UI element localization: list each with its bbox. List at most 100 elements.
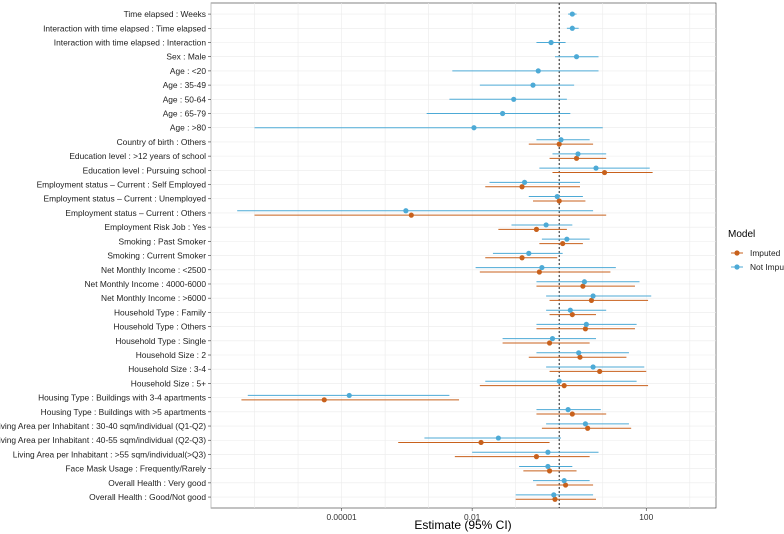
y-tick-label: Overall Health : Very good xyxy=(108,478,206,488)
estimate-point-not-imputed xyxy=(545,463,551,470)
estimate-point-not-imputed xyxy=(576,350,582,356)
estimate-point-imputed xyxy=(573,155,580,161)
y-tick-label: Household Type : Single xyxy=(115,336,206,346)
row-30 xyxy=(398,435,562,446)
y-tick-label: Net Monthly Income : <2500 xyxy=(101,265,206,275)
estimate-point-not-imputed xyxy=(569,11,575,17)
legend-label-imputed: Imputed xyxy=(750,248,781,258)
row-0 xyxy=(568,11,577,17)
estimate-point-imputed xyxy=(536,269,542,275)
x-tick-labels: 0.00001 0.01 100 xyxy=(326,508,654,522)
estimate-point-not-imputed xyxy=(582,421,589,427)
row-7 xyxy=(426,110,571,117)
y-tick-label: Employment status – Current : Unemployed xyxy=(44,194,207,204)
y-tick-label: Age : <20 xyxy=(170,66,206,76)
estimate-point-imputed xyxy=(577,354,583,360)
row-3 xyxy=(554,54,599,60)
y-tick-label: Living Area per Inhabitant : 40-55 sqm/i… xyxy=(0,435,206,445)
row-19 xyxy=(536,279,640,289)
y-tick-label: Education level : >12 years of school xyxy=(69,151,206,161)
estimate-point-not-imputed xyxy=(495,435,501,441)
estimate-point-imputed xyxy=(561,383,567,389)
estimate-point-not-imputed xyxy=(590,364,596,370)
row-16 xyxy=(539,236,590,247)
estimate-point-imputed xyxy=(546,468,553,474)
estimate-point-not-imputed xyxy=(569,25,575,31)
y-tick-label: Interaction with time elapsed : Time ela… xyxy=(43,23,206,33)
estimate-point-not-imputed xyxy=(471,125,477,131)
y-tick-label: Living Area per Inhabitant : 30-40 sqm/i… xyxy=(0,421,206,431)
y-tick-label: Smoking : Current Smoker xyxy=(107,251,206,261)
row-31 xyxy=(454,449,599,460)
estimate-point-not-imputed xyxy=(511,96,517,102)
estimate-point-not-imputed xyxy=(575,151,581,157)
estimate-point-not-imputed xyxy=(590,293,596,299)
estimate-point-imputed xyxy=(546,340,553,346)
legend-key-point-not-imputed xyxy=(734,264,740,270)
x-tick-label: 0.00001 xyxy=(326,512,357,522)
y-tick-label: Face Mask Usage : Frequently/Rarely xyxy=(65,464,206,474)
legend-key-point-imputed xyxy=(734,250,740,256)
estimate-point-not-imputed xyxy=(583,321,589,327)
y-tick-label: Time elapsed : Weeks xyxy=(124,9,206,19)
estimate-point-not-imputed xyxy=(581,279,588,285)
row-14 xyxy=(237,208,607,218)
estimate-point-not-imputed xyxy=(558,137,564,143)
y-tick-label: Education level : Pursuing school xyxy=(83,165,207,175)
row-34 xyxy=(515,492,596,502)
estimate-point-not-imputed xyxy=(539,264,545,271)
row-5 xyxy=(479,82,575,88)
y-tick-label: Interaction with time elapsed : Interact… xyxy=(54,37,207,47)
estimate-point-imputed xyxy=(556,198,562,204)
row-20 xyxy=(546,293,652,303)
estimate-point-imputed xyxy=(560,240,566,247)
estimate-point-imputed xyxy=(478,439,484,446)
row-24 xyxy=(528,350,629,360)
estimate-point-imputed xyxy=(588,297,595,303)
estimate-point-not-imputed xyxy=(561,478,567,484)
row-2 xyxy=(536,39,566,46)
estimate-point-not-imputed xyxy=(526,250,532,256)
row-4 xyxy=(452,68,599,74)
y-tick-label: Housing Type : Buildings with 3-4 apartm… xyxy=(38,393,206,403)
y-tick-label: Employment status – Current : Others xyxy=(65,208,206,218)
estimate-point-imputed xyxy=(519,184,525,190)
legend-label-not-imputed: Not Imputed xyxy=(750,262,784,272)
estimate-point-imputed xyxy=(569,311,575,318)
y-tick-label: Age : >80 xyxy=(170,123,206,133)
row-27 xyxy=(241,392,460,403)
row-22 xyxy=(536,321,637,332)
row-9 xyxy=(528,137,594,147)
y-tick-label: Household Size : 5+ xyxy=(131,378,206,388)
y-tick-label: Living Area per Inhabitant : >55 sqm/ind… xyxy=(13,449,206,459)
row-10 xyxy=(549,151,607,161)
estimate-point-not-imputed xyxy=(593,165,599,171)
estimate-point-not-imputed xyxy=(554,193,560,200)
estimate-point-not-imputed xyxy=(556,378,562,384)
legend-entry-imputed: Imputed xyxy=(731,248,781,258)
estimate-point-not-imputed xyxy=(565,407,571,413)
x-axis-title: Estimate (95% CI) xyxy=(414,518,511,532)
y-tick-label: Age : 50-64 xyxy=(163,94,207,104)
row-33 xyxy=(533,478,594,488)
estimate-point-not-imputed xyxy=(548,39,554,46)
estimate-point-not-imputed xyxy=(521,179,528,185)
row-17 xyxy=(485,250,563,261)
estimate-point-imputed xyxy=(408,212,414,218)
y-tick-label: Country of birth : Others xyxy=(117,137,206,147)
row-23 xyxy=(502,336,596,346)
estimate-point-imputed xyxy=(562,482,569,488)
estimate-point-imputed xyxy=(556,141,562,147)
estimate-point-imputed xyxy=(533,454,540,460)
row-6 xyxy=(449,96,567,102)
x-tick-label: 0.01 xyxy=(464,512,481,522)
row-26 xyxy=(479,378,649,389)
y-tick-label: Housing Type : Buildings with >5 apartme… xyxy=(41,407,206,417)
y-tick-label: Age : 65-79 xyxy=(163,109,207,119)
row-25 xyxy=(546,364,647,375)
estimate-rows xyxy=(237,11,653,502)
y-tick-label: Household Size : 2 xyxy=(136,350,207,360)
estimate-point-imputed xyxy=(585,425,591,431)
legend-title: Model xyxy=(728,229,755,240)
